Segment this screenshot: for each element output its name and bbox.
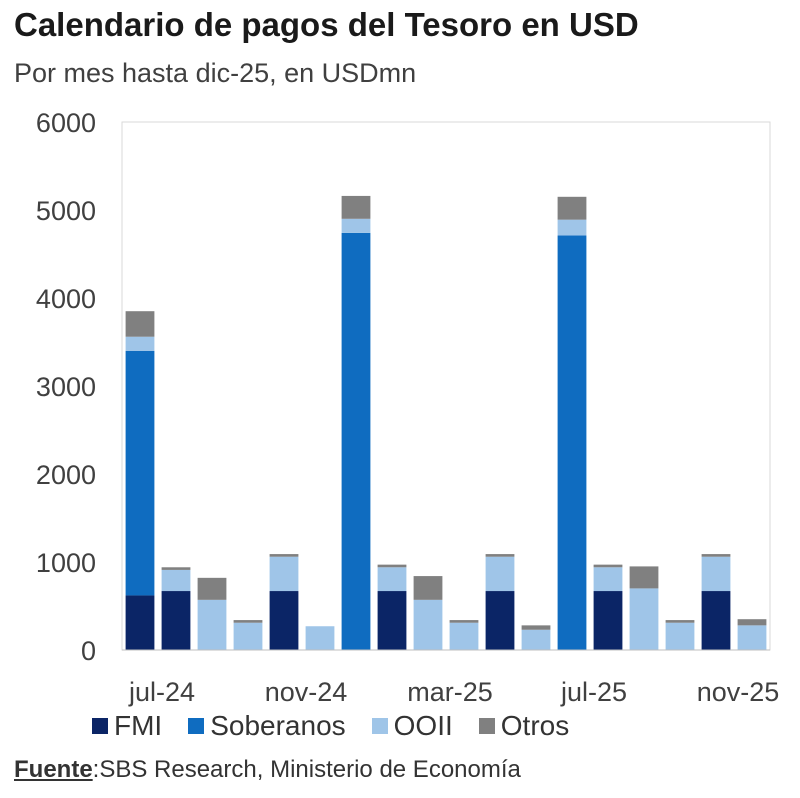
chart-title: Calendario de pagos del Tesoro en USD bbox=[14, 6, 639, 43]
source-label: Fuente bbox=[14, 756, 93, 783]
x-tick-label: nov-24 bbox=[265, 677, 348, 707]
legend-label: Soberanos bbox=[210, 710, 346, 741]
bar-otros-oct-25 bbox=[665, 620, 695, 623]
bar-otros-jul-25 bbox=[557, 196, 587, 220]
source-text: :SBS Research, Ministerio de Economía bbox=[92, 756, 521, 783]
legend-label: FMI bbox=[114, 710, 163, 741]
bar-otros-ene-25 bbox=[341, 195, 371, 219]
legend-item-soberanos: Soberanos bbox=[188, 710, 346, 742]
bar-fmi-ago-24 bbox=[161, 591, 191, 650]
legend-item-ooii: OOII bbox=[371, 710, 453, 742]
bar-ooii-nov-24 bbox=[269, 556, 299, 592]
bar-otros-feb-25 bbox=[377, 564, 407, 568]
bar-otros-sep-25 bbox=[629, 566, 659, 589]
source-note: Fuente:SBS Research, Ministerio de Econo… bbox=[14, 756, 521, 784]
legend-label: OOII bbox=[393, 710, 453, 741]
bar-otros-nov-24 bbox=[269, 554, 299, 557]
bar-ooii-oct-25 bbox=[665, 622, 695, 650]
bar-ooii-ago-24 bbox=[161, 569, 191, 592]
bar-soberanos-jul-25 bbox=[557, 235, 587, 650]
bar-ooii-oct-24 bbox=[233, 622, 263, 650]
legend-item-otros: Otros bbox=[478, 710, 570, 742]
legend-item-fmi: FMI bbox=[92, 710, 162, 742]
bar-otros-mar-25 bbox=[413, 576, 443, 600]
legend-swatch bbox=[371, 718, 388, 734]
bar-otros-ago-24 bbox=[161, 567, 191, 570]
y-tick-label: 2000 bbox=[36, 460, 96, 490]
x-tick-label: nov-25 bbox=[697, 677, 780, 707]
y-tick-label: 4000 bbox=[36, 284, 96, 314]
y-tick-label: 3000 bbox=[36, 372, 96, 402]
bar-ooii-jul-24 bbox=[125, 336, 155, 351]
bar-ooii-abr-25 bbox=[449, 622, 479, 650]
x-tick-label: mar-25 bbox=[407, 677, 493, 707]
bar-ooii-feb-25 bbox=[377, 567, 407, 592]
bar-ooii-sep-24 bbox=[197, 599, 227, 650]
bar-soberanos-ene-25 bbox=[341, 232, 371, 650]
bar-ooii-jul-25 bbox=[557, 219, 587, 236]
chart-legend: FMI Soberanos OOII Otros bbox=[92, 708, 595, 744]
bar-otros-sep-24 bbox=[197, 577, 227, 600]
bar-ooii-ago-25 bbox=[593, 567, 623, 592]
bar-otros-nov-25 bbox=[701, 554, 731, 557]
chart-subtitle: Por mes hasta dic-25, en USDmn bbox=[14, 58, 417, 88]
bar-otros-dic-25 bbox=[737, 619, 767, 626]
y-tick-label: 6000 bbox=[36, 108, 96, 138]
bar-fmi-feb-25 bbox=[377, 591, 407, 650]
bar-soberanos-jul-24 bbox=[125, 350, 155, 596]
bar-otros-abr-25 bbox=[449, 620, 479, 623]
bar-ooii-dic-25 bbox=[737, 625, 767, 650]
plot-area bbox=[121, 121, 771, 651]
legend-swatch bbox=[478, 718, 495, 734]
bar-fmi-jul-24 bbox=[125, 595, 155, 650]
bar-fmi-ago-25 bbox=[593, 591, 623, 650]
x-tick-label: jul-24 bbox=[128, 677, 195, 707]
legend-swatch bbox=[188, 718, 205, 734]
bar-fmi-nov-25 bbox=[701, 591, 731, 650]
x-tick-label: jul-25 bbox=[560, 677, 627, 707]
bar-ooii-jun-25 bbox=[521, 629, 551, 650]
bar-otros-may-25 bbox=[485, 554, 515, 557]
bar-ooii-may-25 bbox=[485, 556, 515, 592]
bar-otros-ago-25 bbox=[593, 564, 623, 568]
bar-ooii-dic-24 bbox=[305, 626, 335, 650]
bar-fmi-nov-24 bbox=[269, 591, 299, 650]
y-tick-label: 0 bbox=[81, 636, 96, 666]
bar-ooii-nov-25 bbox=[701, 556, 731, 592]
legend-label: Otros bbox=[500, 710, 570, 741]
y-tick-label: 1000 bbox=[36, 548, 96, 578]
bar-fmi-may-25 bbox=[485, 591, 515, 650]
bar-otros-oct-24 bbox=[233, 620, 263, 623]
bar-ooii-sep-25 bbox=[629, 588, 659, 650]
legend-swatch bbox=[92, 718, 108, 734]
bar-ooii-ene-25 bbox=[341, 218, 371, 233]
bar-otros-jul-24 bbox=[125, 311, 155, 337]
y-tick-label: 5000 bbox=[36, 196, 96, 226]
bar-ooii-mar-25 bbox=[413, 599, 443, 650]
bar-otros-jun-25 bbox=[521, 625, 551, 630]
